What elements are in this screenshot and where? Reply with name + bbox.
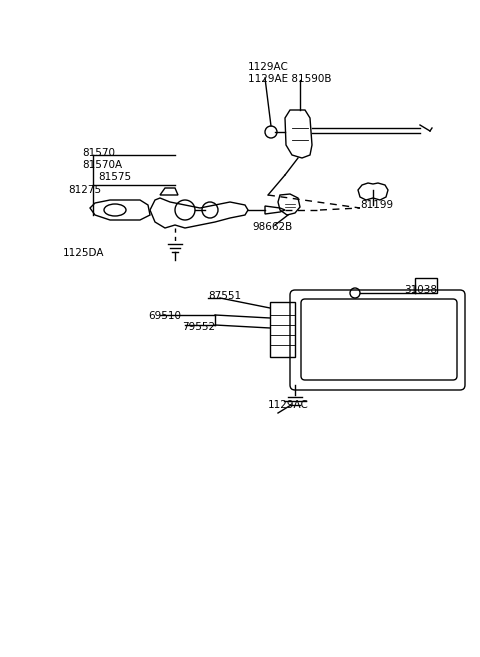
Text: 81275: 81275 <box>68 185 101 195</box>
Text: 81570A: 81570A <box>82 160 122 170</box>
Text: 81570: 81570 <box>82 148 115 158</box>
Text: 87551: 87551 <box>208 291 241 301</box>
Text: 1129AC: 1129AC <box>248 62 289 72</box>
Bar <box>270 302 295 357</box>
Text: 1125DA: 1125DA <box>63 248 105 258</box>
Text: 79552: 79552 <box>182 322 215 332</box>
Text: 98662B: 98662B <box>252 222 292 232</box>
Text: 1129AC: 1129AC <box>268 400 309 410</box>
Text: 69510: 69510 <box>148 311 181 321</box>
Text: 31038: 31038 <box>404 285 437 295</box>
Text: 81575: 81575 <box>98 172 131 182</box>
Bar <box>415 278 437 293</box>
Text: 1129AE 81590B: 1129AE 81590B <box>248 74 332 84</box>
Text: 81199: 81199 <box>360 200 393 210</box>
